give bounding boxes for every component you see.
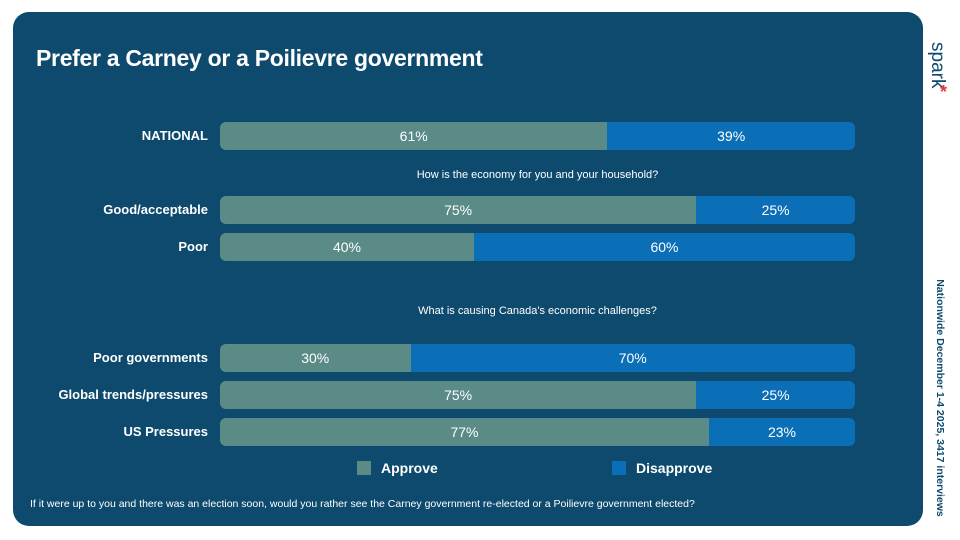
legend-swatch-disapprove <box>612 461 626 475</box>
bar-segment-approve: 40% <box>220 233 474 261</box>
legend-label-disapprove: Disapprove <box>636 460 713 476</box>
question-economic-challenges: What is causing Canada's economic challe… <box>418 305 657 317</box>
question-economy-household: How is the economy for you and your hous… <box>416 169 659 181</box>
row-label-good-acceptable: Good/acceptable <box>103 202 208 217</box>
row-label-poor-governments: Poor governments <box>93 350 208 365</box>
chart-title: Prefer a Carney or a Poilievre governmen… <box>36 45 483 71</box>
bar-segment-approve: 75% <box>220 381 697 409</box>
spark-logo: spark * <box>927 42 948 100</box>
row-label-national: NATIONAL <box>141 128 208 143</box>
row-label-poor: Poor <box>178 239 208 254</box>
bar-segment-disapprove: 39% <box>607 122 855 150</box>
spark-logo-text: spark <box>927 42 948 89</box>
bar-segment-disapprove: 25% <box>696 381 855 409</box>
bar-national: 61% 39% <box>220 122 855 150</box>
bar-poor-governments: 30% 70% <box>220 344 855 372</box>
bar-us-pressures: 77% 23% <box>220 418 855 446</box>
row-label-us-pressures: US Pressures <box>123 424 208 439</box>
bar-segment-disapprove: 60% <box>474 233 855 261</box>
legend-approve: Approve <box>357 460 438 476</box>
bar-segment-approve: 30% <box>220 344 411 372</box>
bar-global-trends: 75% 25% <box>220 381 855 409</box>
bar-segment-disapprove: 23% <box>708 418 855 446</box>
spark-star-icon: * <box>940 82 947 100</box>
chart-panel <box>13 12 923 526</box>
bar-segment-approve: 61% <box>220 122 608 150</box>
legend-swatch-approve <box>357 461 371 475</box>
survey-question-footnote: If it were up to you and there was an el… <box>30 498 695 510</box>
bar-segment-disapprove: 25% <box>696 196 855 224</box>
legend-label-approve: Approve <box>381 460 438 476</box>
survey-side-note: Nationwide December 1-4 2025, 3417 inter… <box>934 279 946 517</box>
legend-disapprove: Disapprove <box>612 460 712 476</box>
bar-segment-approve: 77% <box>220 418 709 446</box>
bar-poor: 40% 60% <box>220 233 855 261</box>
bar-segment-disapprove: 70% <box>410 344 855 372</box>
row-label-global-trends: Global trends/pressures <box>58 387 208 402</box>
bar-good-acceptable: 75% 25% <box>220 196 855 224</box>
bar-segment-approve: 75% <box>220 196 697 224</box>
